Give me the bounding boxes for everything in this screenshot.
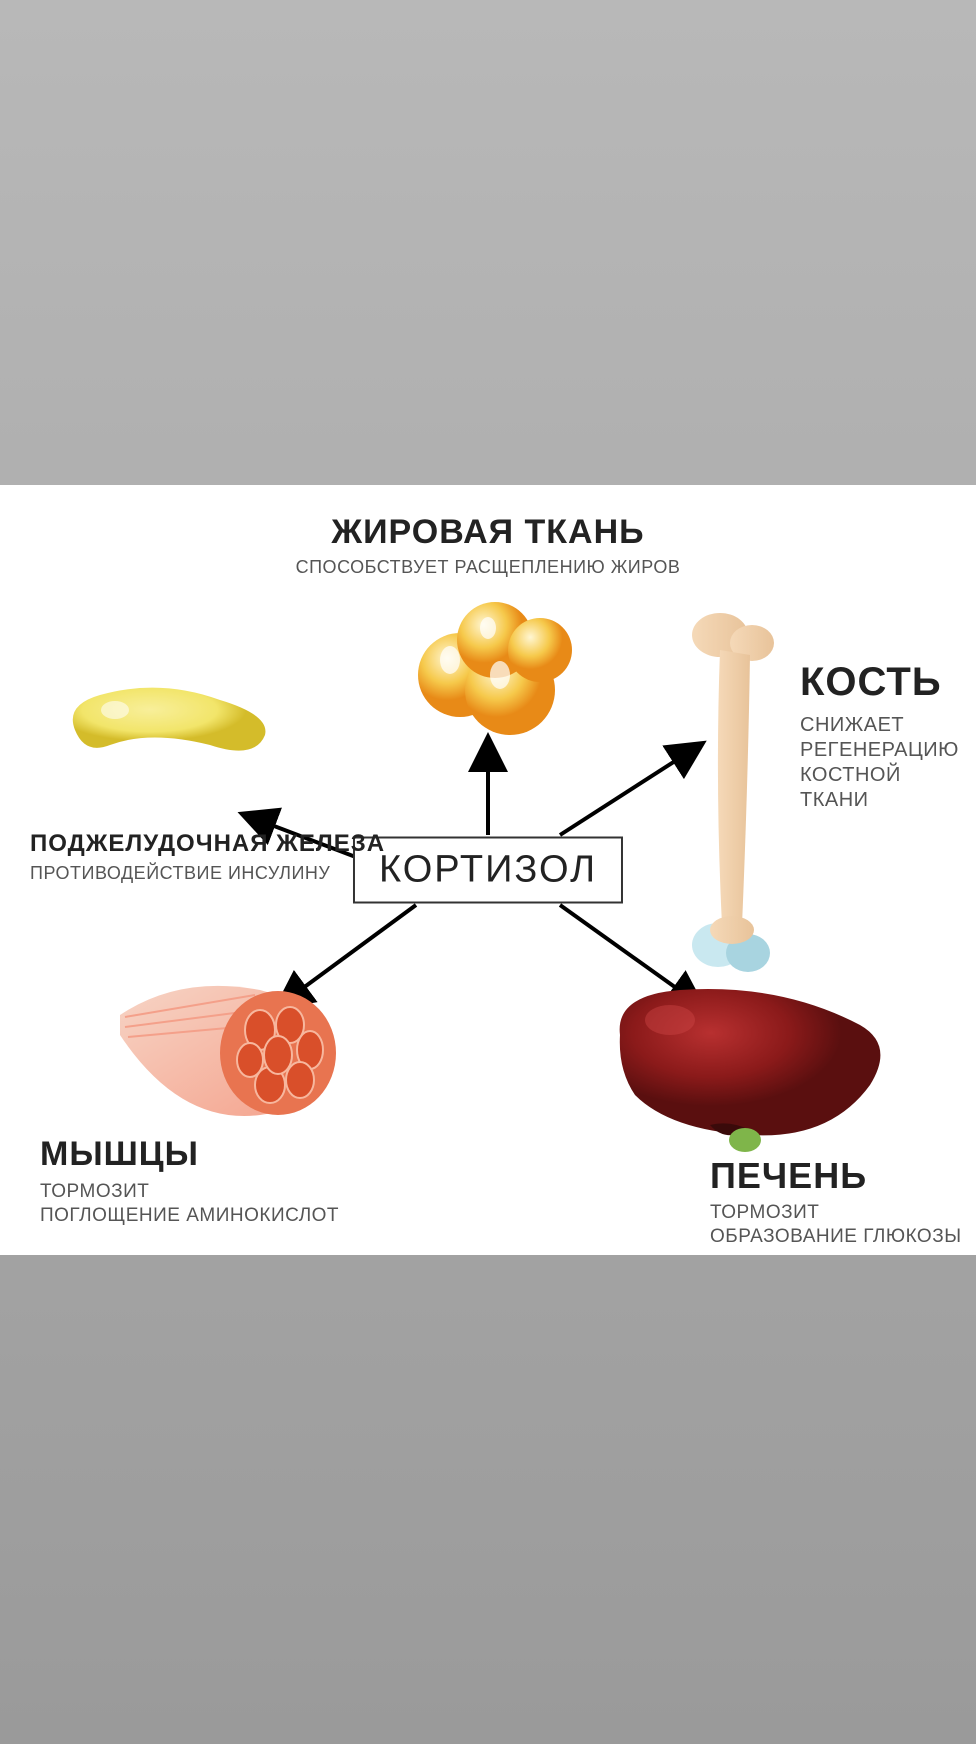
pancreas-title: ПОДЖЕЛУДОЧНАЯ ЖЕЛЕЗА <box>30 830 400 858</box>
liver-title: ПЕЧЕНЬ <box>710 1155 970 1197</box>
node-pancreas-text: ПОДЖЕЛУДОЧНАЯ ЖЕЛЕЗА ПРОТИВОДЕЙСТВИЕ ИНС… <box>30 830 400 885</box>
bone-title: КОСТЬ <box>800 660 970 705</box>
liver-icon <box>600 975 900 1165</box>
node-bone-text: КОСТЬ СНИЖАЕТ РЕГЕНЕРАЦИЮ КОСТНОЙ ТКАНИ <box>800 660 970 813</box>
pancreas-icon <box>60 660 280 780</box>
pancreas-subtitle: ПРОТИВОДЕЙСТВИЕ ИНСУЛИНУ <box>30 862 400 885</box>
node-fat-text: ЖИРОВАЯ ТКАНЬ СПОСОБСТВУЕТ РАСЩЕПЛЕНИЮ Ж… <box>0 513 976 579</box>
muscle-subtitle: ТОРМОЗИТ ПОГЛОЩЕНИЕ АМИНОКИСЛОТ <box>40 1180 420 1228</box>
muscle-title: МЫШЦЫ <box>40 1135 420 1174</box>
fat-cells-icon <box>400 590 580 740</box>
liver-subtitle: ТОРМОЗИТ ОБРАЗОВАНИЕ ГЛЮКОЗЫ <box>710 1201 970 1249</box>
fat-subtitle: СПОСОБСТВУЕТ РАСЩЕПЛЕНИЮ ЖИРОВ <box>0 556 976 579</box>
bone-subtitle: СНИЖАЕТ РЕГЕНЕРАЦИЮ КОСТНОЙ ТКАНИ <box>800 713 970 813</box>
fat-title: ЖИРОВАЯ ТКАНЬ <box>0 513 976 552</box>
bone-icon <box>680 605 790 985</box>
node-muscle-text: МЫШЦЫ ТОРМОЗИТ ПОГЛОЩЕНИЕ АМИНОКИСЛОТ <box>40 1135 420 1228</box>
muscle-icon <box>110 955 350 1135</box>
infographic-canvas: КОРТИЗОЛ ЖИРОВАЯ ТКАНЬ СПОСОБСТВУЕТ РАСЩ… <box>0 485 976 1255</box>
node-liver-text: ПЕЧЕНЬ ТОРМОЗИТ ОБРАЗОВАНИЕ ГЛЮКОЗЫ <box>710 1155 970 1249</box>
